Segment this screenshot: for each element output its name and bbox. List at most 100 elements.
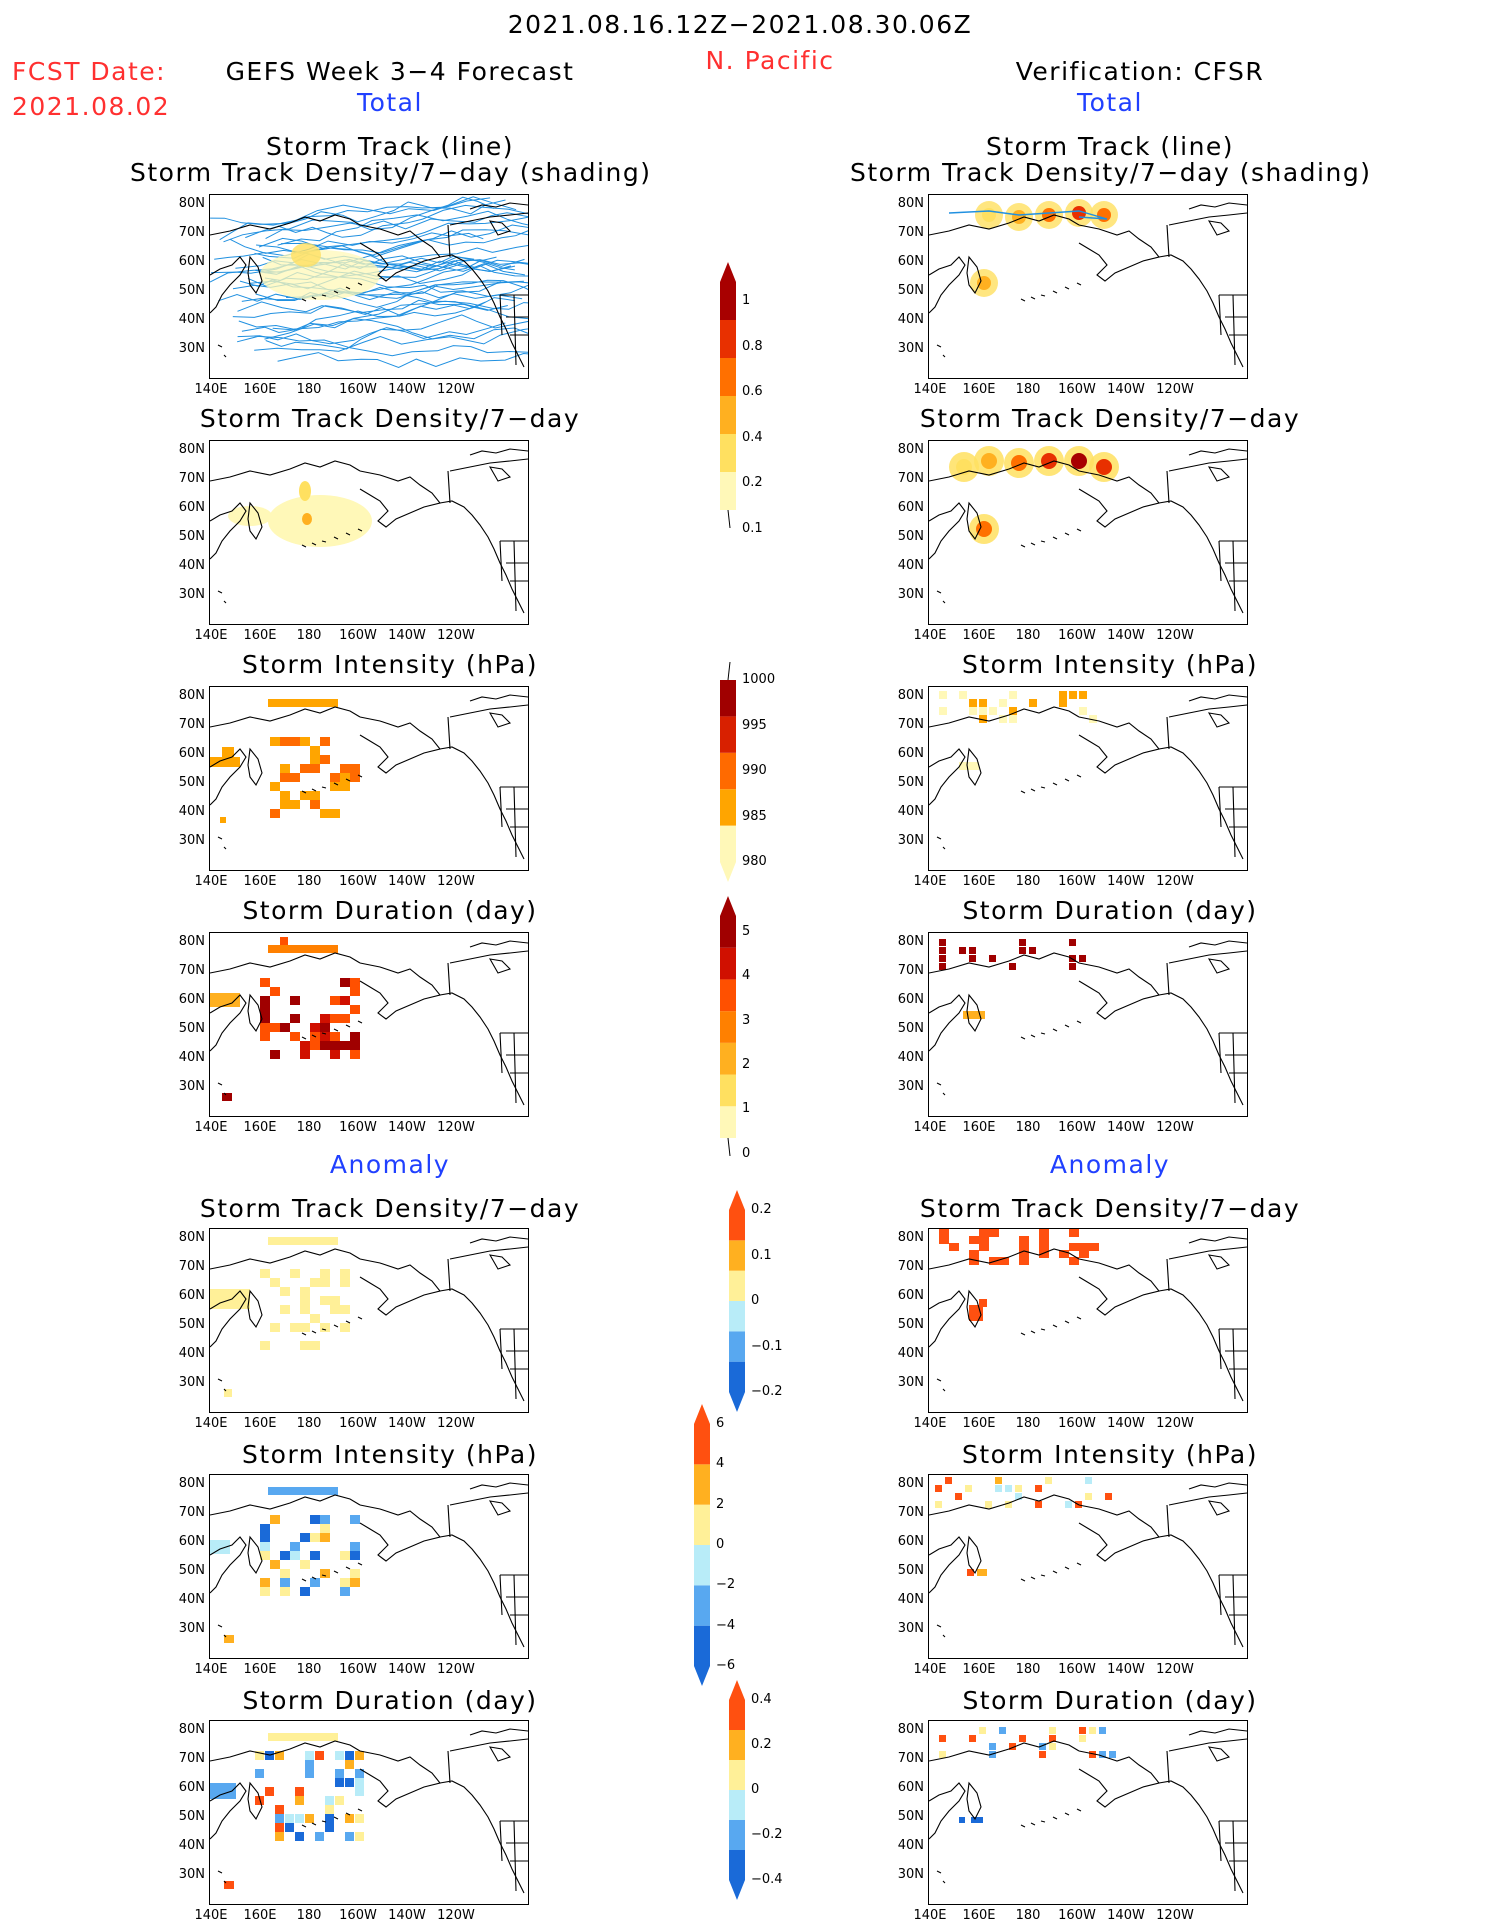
lat-label: 30N: [178, 587, 205, 602]
total-right-label: Total: [1077, 88, 1143, 117]
map-svg-int_anom-right: [929, 1477, 1247, 1648]
lon-label: 140W: [1107, 1416, 1145, 1431]
lon-label: 160E: [243, 382, 277, 397]
map-panel-dens_anom-left: [209, 1228, 529, 1413]
lat-label: 30N: [178, 1375, 205, 1390]
lat-label: 60N: [897, 1780, 924, 1795]
lon-label: 160E: [243, 1120, 277, 1135]
lat-label: 70N: [178, 471, 205, 486]
lat-label: 50N: [897, 1021, 924, 1036]
colorbar-tick-label: 0: [742, 1145, 751, 1161]
lat-label: 80N: [897, 1722, 924, 1737]
lat-label: 60N: [897, 1534, 924, 1549]
lat-label: 80N: [178, 1476, 205, 1491]
map-panel-intensity-right: [928, 686, 1248, 871]
lon-label: 120W: [437, 1120, 475, 1135]
colorbar-tick-label: 2: [716, 1496, 725, 1512]
lat-label: 60N: [897, 254, 924, 269]
lon-label: 140W: [388, 1416, 426, 1431]
lat-label: 40N: [897, 1838, 924, 1853]
lat-label: 70N: [897, 1259, 924, 1274]
lon-label: 140W: [388, 874, 426, 889]
lat-label: 70N: [178, 717, 205, 732]
colorbar-density_anom: [727, 1190, 747, 1416]
lon-label: 140E: [913, 382, 947, 397]
colorbar-tick-label: 4: [742, 968, 751, 984]
panel-title-density-anom-right: Storm Track Density/7−day: [919, 1194, 1301, 1223]
lon-label: 140E: [194, 1416, 228, 1431]
lat-label: 30N: [897, 1079, 924, 1094]
panel-title-intensity-right: Storm Intensity (hPa): [962, 650, 1258, 679]
panel-title-duration-anom-left: Storm Duration (day): [242, 1686, 538, 1715]
lon-label: 180: [296, 1416, 322, 1431]
lon-label: 160E: [243, 874, 277, 889]
lon-label: 160W: [1058, 1416, 1096, 1431]
panel-title-track-line-left: Storm Track (line): [265, 132, 515, 161]
colorbar-tick-label: 990: [742, 763, 767, 778]
colorbar-tick-label: 5: [742, 923, 751, 939]
lat-label: 30N: [897, 1867, 924, 1882]
lon-label: 140W: [1107, 628, 1145, 643]
lat-label: 70N: [178, 963, 205, 978]
lon-label: 140E: [194, 1120, 228, 1135]
lat-label: 60N: [178, 254, 205, 269]
lon-label: 160W: [1058, 382, 1096, 397]
lon-label: 140E: [913, 1662, 947, 1677]
lon-label: 120W: [437, 382, 475, 397]
lat-label: 80N: [178, 442, 205, 457]
lon-label: 180: [296, 382, 322, 397]
lat-label: 30N: [897, 1621, 924, 1636]
lon-label: 160E: [962, 1662, 996, 1677]
colorbar-tick-label: 0.2: [742, 475, 763, 491]
lat-label: 70N: [897, 717, 924, 732]
colorbar-tick-label: 0.4: [742, 429, 763, 445]
colorbar-tick-label: 0.1: [751, 1247, 772, 1263]
colorbar-tick-label: 0.1: [742, 521, 763, 536]
lat-label: 30N: [178, 1867, 205, 1882]
lon-label: 120W: [1156, 1416, 1194, 1431]
colorbar-tick-label: 1: [742, 293, 751, 308]
map-svg-density-right: [929, 446, 1247, 614]
lat-label: 60N: [897, 746, 924, 761]
colorbar-tick-label: −4: [716, 1617, 736, 1633]
lon-label: 160W: [339, 874, 377, 889]
map-panel-track-right: [928, 194, 1248, 379]
total-left-label: Total: [357, 88, 423, 117]
lon-label: 160W: [1058, 1908, 1096, 1923]
lat-label: 60N: [178, 746, 205, 761]
lon-label: 140E: [913, 1416, 947, 1431]
lon-label: 120W: [437, 628, 475, 643]
lat-label: 60N: [897, 992, 924, 1007]
lon-label: 140E: [194, 382, 228, 397]
lon-label: 180: [296, 874, 322, 889]
map-panel-density-left: [209, 440, 529, 625]
lon-label: 160E: [243, 628, 277, 643]
lon-label: 180: [1015, 628, 1041, 643]
lon-label: 180: [1015, 874, 1041, 889]
lon-label: 160E: [243, 1908, 277, 1923]
lat-label: 70N: [178, 1751, 205, 1766]
lon-label: 120W: [1156, 628, 1194, 643]
lon-label: 180: [1015, 1120, 1041, 1135]
lon-label: 140E: [194, 628, 228, 643]
lon-label: 140W: [388, 1662, 426, 1677]
map-svg-intensity-left: [210, 694, 528, 860]
lat-label: 30N: [897, 587, 924, 602]
colorbar-tick-label: −0.4: [751, 1872, 783, 1887]
colorbar-tick-label: 0.2: [751, 1202, 772, 1217]
panel-title-duration-anom-right: Storm Duration (day): [962, 1686, 1258, 1715]
lon-label: 140W: [388, 1908, 426, 1923]
panel-title-duration-right: Storm Duration (day): [962, 896, 1258, 925]
lat-label: 70N: [897, 1751, 924, 1766]
lon-label: 140W: [388, 382, 426, 397]
colorbar-tick-label: 980: [742, 854, 767, 869]
lat-label: 70N: [897, 471, 924, 486]
anomaly-left-label: Anomaly: [329, 1150, 451, 1179]
map-svg-int_anom-left: [210, 1482, 528, 1648]
panel-title-track-line-right: Storm Track (line): [985, 132, 1235, 161]
lon-label: 120W: [437, 1662, 475, 1677]
lat-label: 60N: [178, 1780, 205, 1795]
lat-label: 70N: [897, 1505, 924, 1520]
lon-label: 160E: [962, 874, 996, 889]
map-panel-int_anom-right: [928, 1474, 1248, 1659]
